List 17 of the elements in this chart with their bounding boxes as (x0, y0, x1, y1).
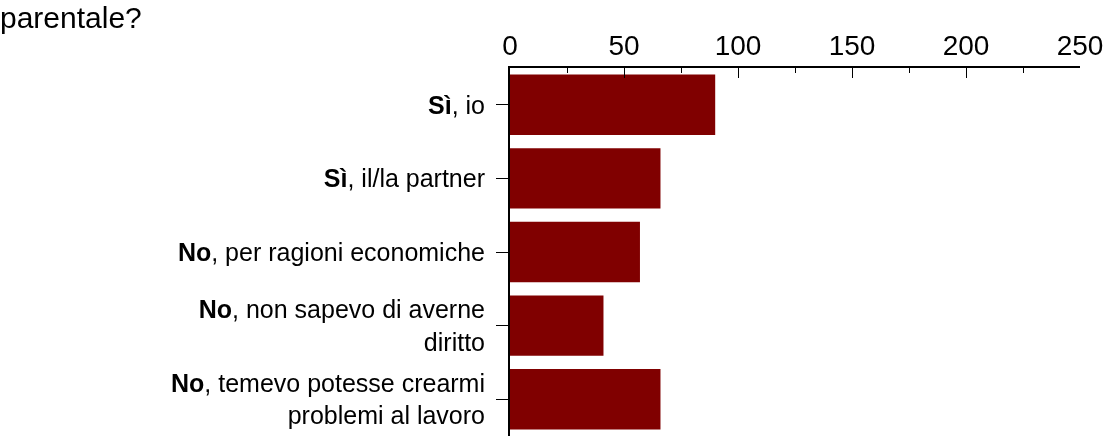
y-tick-label: No, temevo potesse crearmi problemi al lavoro (171, 368, 485, 430)
bar (510, 74, 716, 135)
y-tick-label: Sì, io (428, 90, 485, 119)
y-tick-label: No, non sapevo di averne diritto (198, 295, 485, 356)
x-tick-label: 100 (714, 29, 762, 61)
bar (510, 221, 640, 283)
x-tick-label: 250 (1056, 29, 1104, 61)
x-tick-label: 200 (942, 29, 990, 61)
text: parentale? (0, 0, 142, 34)
bar (510, 148, 661, 209)
bar (510, 369, 661, 430)
bar (510, 295, 604, 356)
x-tick-label: 50 (608, 29, 640, 61)
x-tick-label: 0 (502, 29, 518, 61)
y-tick-label: Sì, il/la partner (323, 164, 485, 193)
y-tick-label: No, per ragioni economiche (177, 237, 485, 266)
x-tick-label: 150 (828, 29, 876, 61)
